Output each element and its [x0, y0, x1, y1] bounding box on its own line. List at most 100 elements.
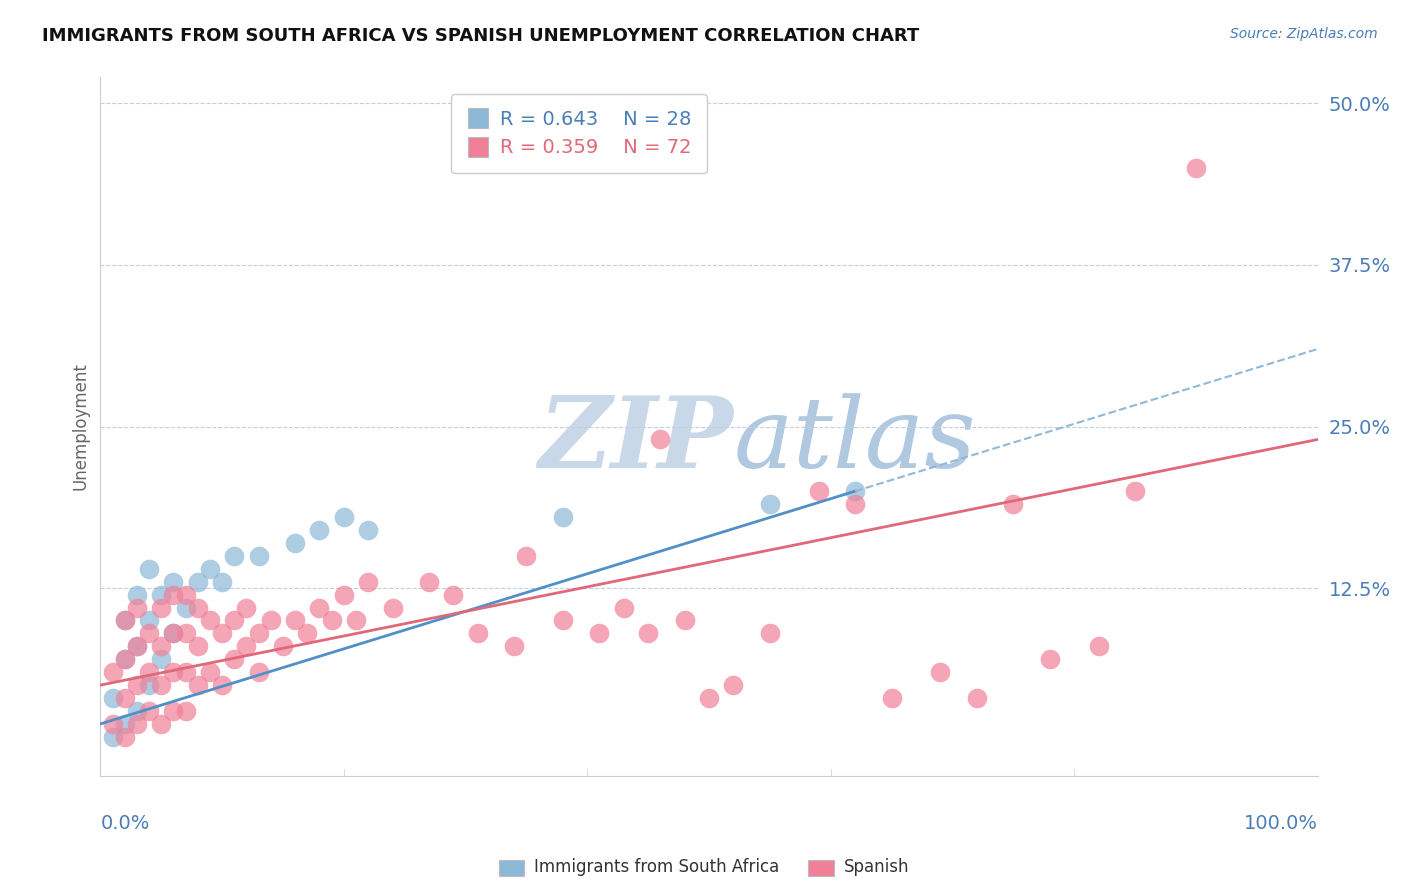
Point — [673, 614, 696, 628]
Point — [138, 678, 160, 692]
Point — [284, 536, 307, 550]
Text: Source: ZipAtlas.com: Source: ZipAtlas.com — [1230, 27, 1378, 41]
Point — [247, 549, 270, 563]
Point — [247, 665, 270, 680]
Point — [187, 640, 209, 654]
Point — [224, 614, 246, 628]
Point — [308, 523, 330, 537]
Point — [101, 665, 124, 680]
Point — [211, 626, 233, 640]
Point — [198, 614, 221, 628]
Point — [101, 717, 124, 731]
Point — [150, 652, 173, 666]
Point — [125, 588, 148, 602]
Point — [697, 691, 720, 706]
Point — [162, 626, 184, 640]
Point — [467, 626, 489, 640]
Point — [174, 588, 197, 602]
Point — [174, 704, 197, 718]
Point — [162, 626, 184, 640]
Point — [297, 626, 319, 640]
Point — [551, 510, 574, 524]
Point — [138, 614, 160, 628]
Text: 0.0%: 0.0% — [100, 814, 149, 833]
Point — [1185, 161, 1208, 175]
Point — [211, 678, 233, 692]
Point — [114, 730, 136, 744]
Point — [162, 588, 184, 602]
Point — [1087, 640, 1109, 654]
Text: ZIP: ZIP — [538, 392, 734, 489]
Point — [187, 574, 209, 589]
Point — [357, 574, 380, 589]
Point — [150, 678, 173, 692]
Point — [224, 652, 246, 666]
Point — [1123, 484, 1146, 499]
Point — [441, 588, 464, 602]
Point — [114, 691, 136, 706]
Point — [114, 652, 136, 666]
Point — [344, 614, 367, 628]
Text: 100.0%: 100.0% — [1244, 814, 1317, 833]
Text: atlas: atlas — [734, 392, 976, 488]
Point — [966, 691, 988, 706]
Text: Immigrants from South Africa: Immigrants from South Africa — [534, 858, 779, 876]
Point — [271, 640, 294, 654]
Legend: R = 0.643    N = 28, R = 0.359    N = 72: R = 0.643 N = 28, R = 0.359 N = 72 — [451, 95, 707, 173]
Point — [333, 588, 356, 602]
Point — [723, 678, 745, 692]
Point — [321, 614, 343, 628]
Point — [101, 730, 124, 744]
Point — [844, 484, 866, 499]
Point — [138, 665, 160, 680]
Point — [101, 691, 124, 706]
Point — [114, 614, 136, 628]
Point — [174, 626, 197, 640]
Point — [125, 640, 148, 654]
Point — [503, 640, 526, 654]
Point — [613, 600, 636, 615]
Point — [284, 614, 307, 628]
Point — [333, 510, 356, 524]
Point — [235, 600, 257, 615]
Point — [844, 497, 866, 511]
Point — [650, 433, 672, 447]
Point — [929, 665, 952, 680]
Point — [211, 574, 233, 589]
Point — [381, 600, 404, 615]
Point — [114, 614, 136, 628]
Point — [418, 574, 440, 589]
Point — [198, 562, 221, 576]
Point — [759, 497, 782, 511]
Point — [114, 652, 136, 666]
Point — [187, 678, 209, 692]
Point — [637, 626, 659, 640]
Point — [162, 665, 184, 680]
Point — [162, 704, 184, 718]
Point — [187, 600, 209, 615]
Point — [260, 614, 283, 628]
Point — [174, 665, 197, 680]
Point — [308, 600, 330, 615]
Point — [551, 614, 574, 628]
Point — [759, 626, 782, 640]
Point — [807, 484, 830, 499]
Point — [224, 549, 246, 563]
Y-axis label: Unemployment: Unemployment — [72, 362, 89, 491]
Point — [880, 691, 903, 706]
Point — [357, 523, 380, 537]
Point — [125, 704, 148, 718]
Point — [235, 640, 257, 654]
Point — [588, 626, 610, 640]
Point — [162, 574, 184, 589]
Point — [125, 678, 148, 692]
Text: IMMIGRANTS FROM SOUTH AFRICA VS SPANISH UNEMPLOYMENT CORRELATION CHART: IMMIGRANTS FROM SOUTH AFRICA VS SPANISH … — [42, 27, 920, 45]
Point — [150, 640, 173, 654]
Point — [515, 549, 537, 563]
Point — [114, 717, 136, 731]
Point — [138, 562, 160, 576]
Point — [150, 600, 173, 615]
Point — [125, 717, 148, 731]
Point — [150, 717, 173, 731]
Point — [138, 704, 160, 718]
